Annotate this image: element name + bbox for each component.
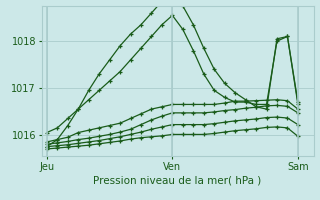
X-axis label: Pression niveau de la mer( hPa ): Pression niveau de la mer( hPa ) — [93, 176, 262, 186]
